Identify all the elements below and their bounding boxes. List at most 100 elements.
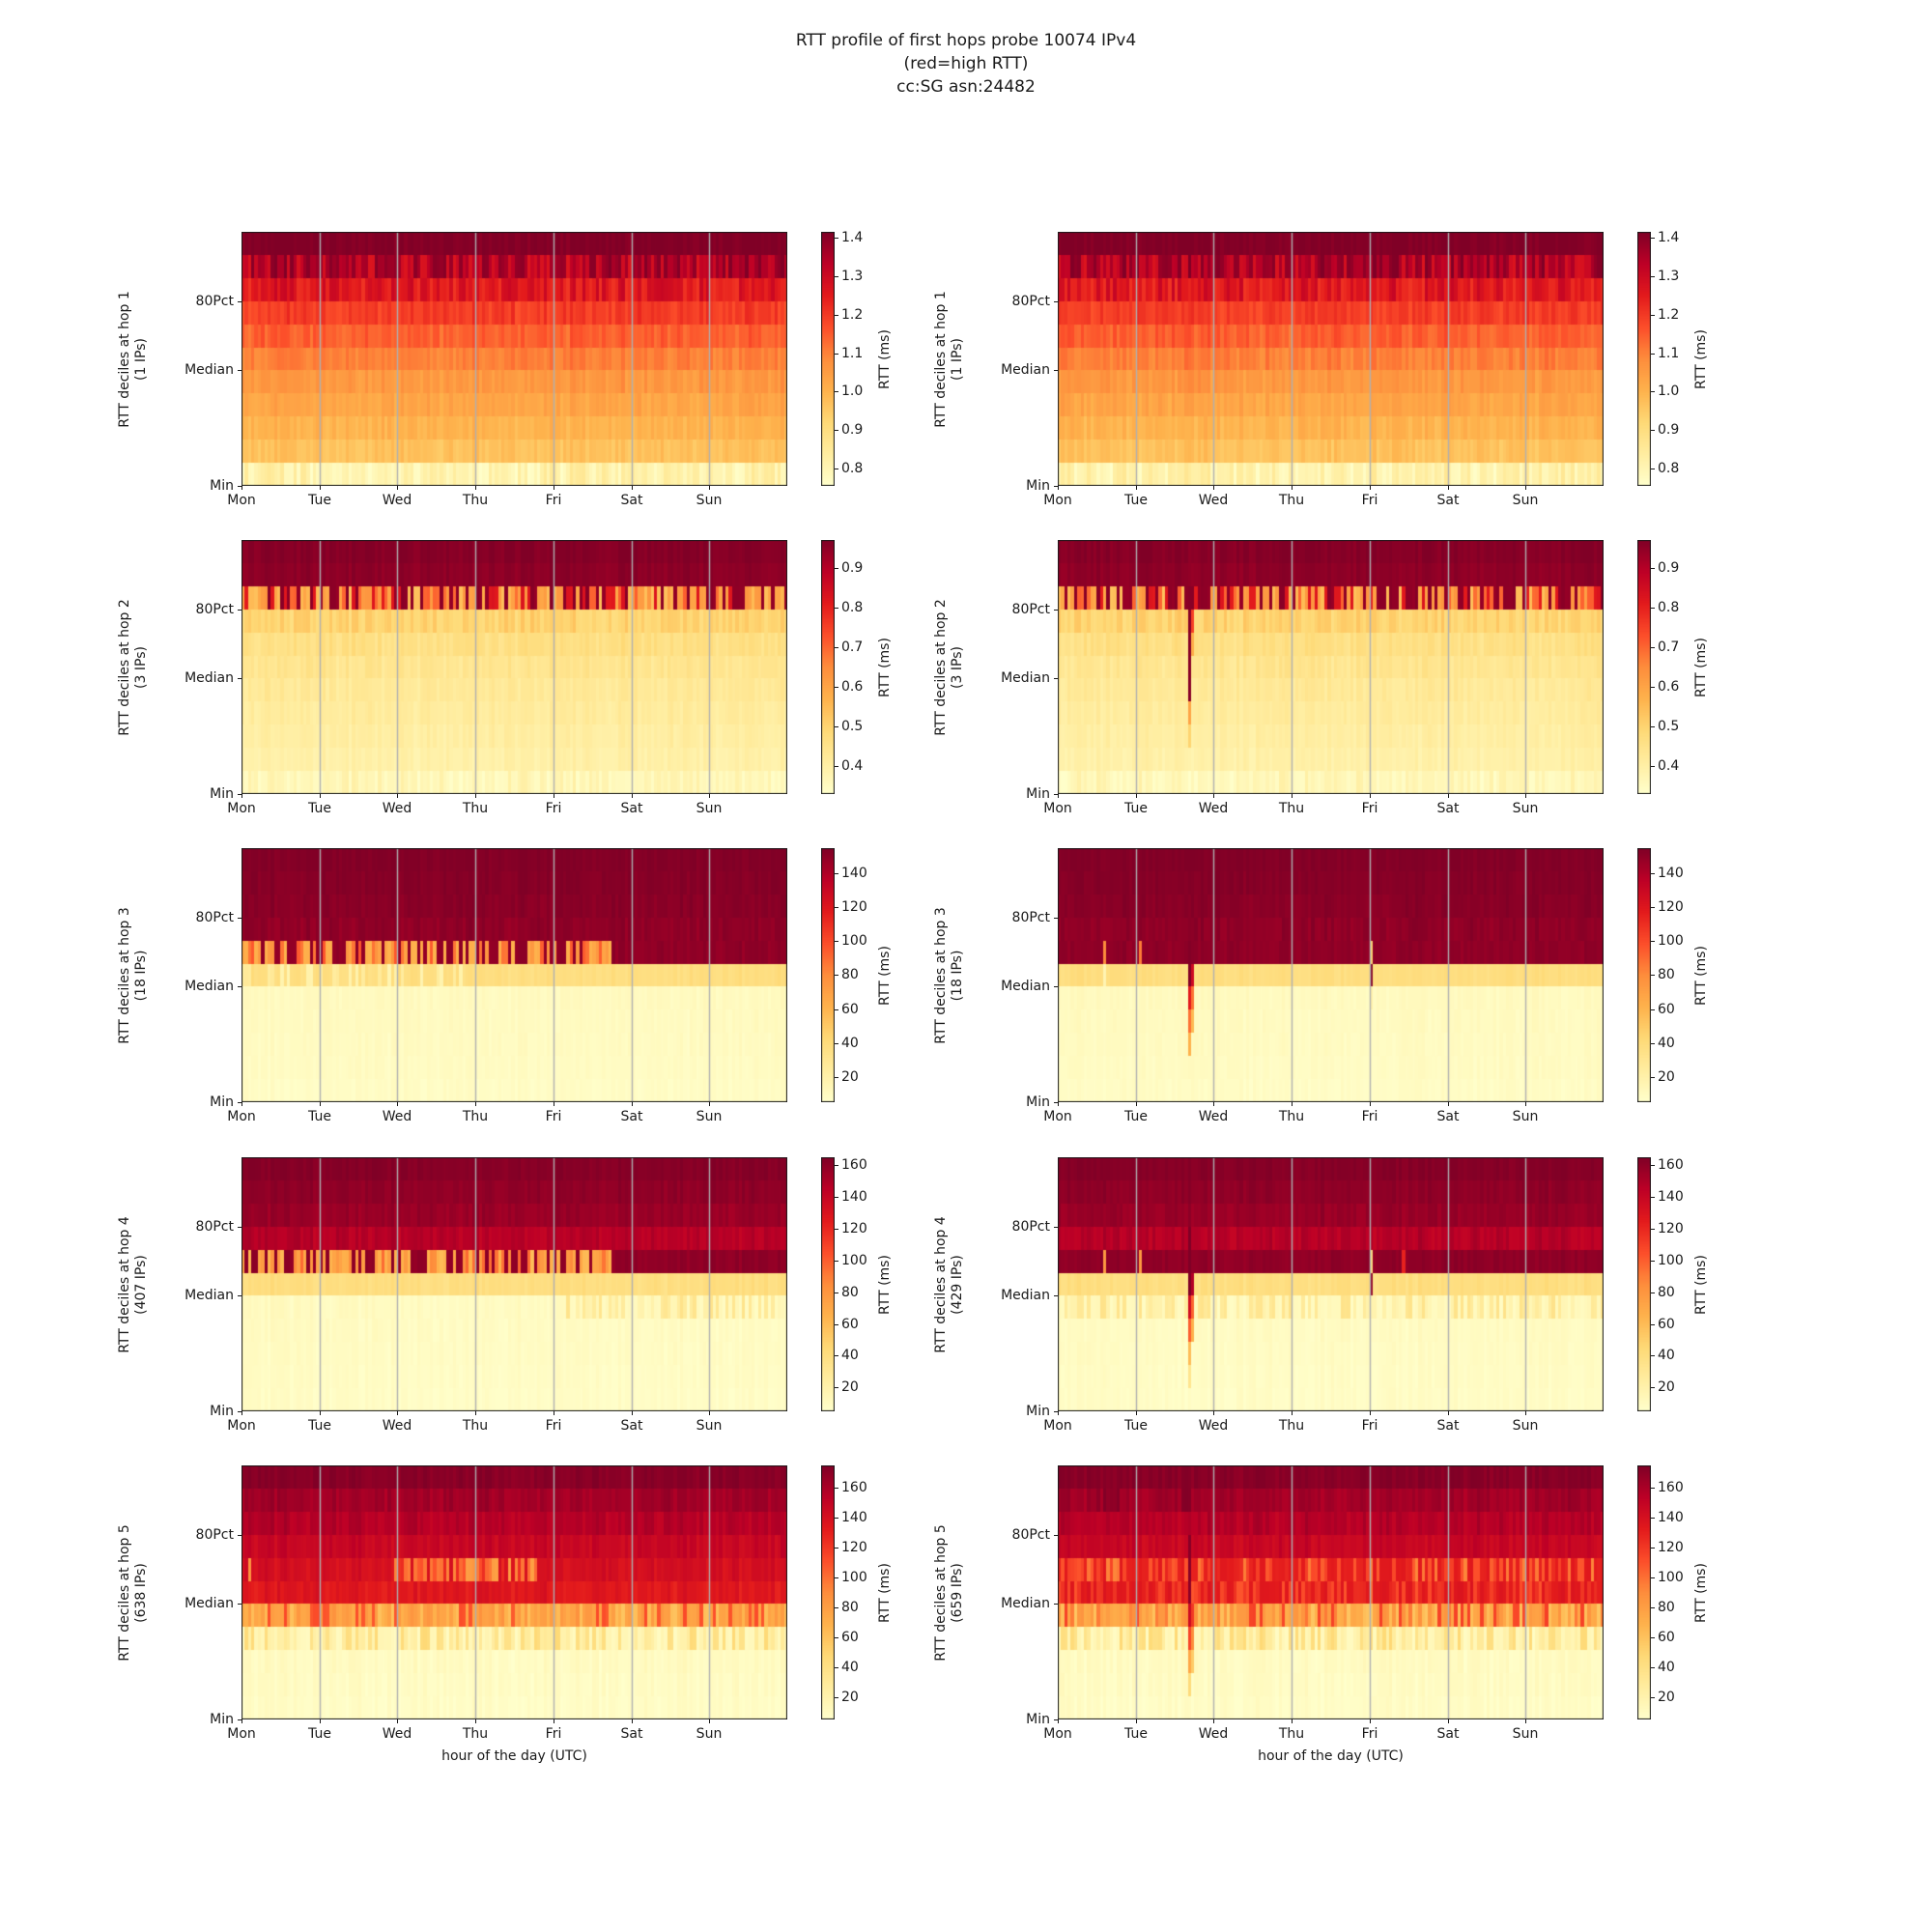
x-tick-mark <box>397 1411 398 1415</box>
colorbar-tick-mark <box>1651 1637 1655 1638</box>
heatmap-hop2-right <box>1058 540 1604 794</box>
colorbar-tick-label: 140 <box>841 1510 867 1525</box>
colorbar-tick-mark <box>1651 1697 1655 1698</box>
ylabel-ips-text: (18 IPs) <box>950 950 965 1001</box>
y-tick-label-80pct: 80Pct <box>1011 910 1050 925</box>
x-tick-mark <box>320 486 321 490</box>
colorbar-tick-label: 0.9 <box>1658 422 1680 438</box>
colorbar-tick-mark <box>835 1261 838 1262</box>
x-tick-label-sat: Sat <box>620 801 643 816</box>
x-tick-mark <box>1370 486 1371 490</box>
y-tick-label-median: Median <box>1001 362 1050 378</box>
colorbar-tick-label: 20 <box>841 1379 859 1395</box>
y-tick-mark <box>1054 486 1058 487</box>
x-tick-label-tue: Tue <box>1124 1726 1148 1742</box>
x-tick-label-fri: Fri <box>1361 801 1378 816</box>
x-tick-label-fri: Fri <box>1361 1726 1378 1742</box>
figure-title: RTT profile of first hops probe 10074 IP… <box>0 29 1932 99</box>
x-tick-label-wed: Wed <box>382 801 412 816</box>
colorbar-tick-label: 0.8 <box>1658 600 1680 615</box>
colorbar-tick-label: 0.9 <box>841 422 864 438</box>
x-tick-mark <box>1136 794 1137 798</box>
colorbar-tick-label: 80 <box>1658 1600 1675 1615</box>
colorbar-tick-label: 60 <box>841 1630 859 1645</box>
x-tick-mark <box>709 794 710 798</box>
colorbar-tick-label: 100 <box>841 1253 867 1268</box>
colorbar-tick-mark <box>835 391 838 392</box>
y-tick-label-min: Min <box>210 786 234 802</box>
y-tick-label-min: Min <box>210 1094 234 1110</box>
y-tick-mark <box>1054 918 1058 919</box>
colorbar-tick-label: 0.8 <box>1658 461 1680 476</box>
colorbar-tick-mark <box>835 568 838 569</box>
ylabel-text: RTT deciles at hop 2 <box>117 598 132 736</box>
colorbar-tick-label: 40 <box>841 1660 859 1675</box>
colorbar-tick-mark <box>1651 1043 1655 1044</box>
colorbar-tick-label: 120 <box>841 1221 867 1236</box>
heatmap-hop3-right <box>1058 848 1604 1102</box>
x-tick-mark <box>1058 1102 1059 1106</box>
colorbar-tick-mark <box>835 1165 838 1166</box>
y-tick-mark <box>238 370 242 371</box>
colorbar-label-hop1-left: RTT (ms) <box>877 328 893 389</box>
x-tick-mark <box>475 1102 476 1106</box>
colorbar-label-hop5-right: RTT (ms) <box>1693 1562 1709 1623</box>
colorbar-tick-label: 60 <box>1658 1317 1675 1332</box>
y-tick-mark <box>1054 1411 1058 1412</box>
x-tick-label-wed: Wed <box>1198 1109 1229 1124</box>
colorbar-tick-label: 0.7 <box>1658 639 1680 655</box>
x-tick-mark <box>632 1102 633 1106</box>
colorbar-tick-label: 0.9 <box>841 560 864 576</box>
colorbar-tick-label: 1.3 <box>1658 269 1680 284</box>
ylabel-hop3-right: RTT deciles at hop 3 (18 IPs) <box>933 907 966 1044</box>
x-tick-mark <box>632 794 633 798</box>
y-tick-mark <box>1054 1604 1058 1605</box>
colorbar-tick-mark <box>1651 1488 1655 1489</box>
x-tick-label-thu: Thu <box>462 1109 489 1124</box>
colorbar-tick-mark <box>835 1387 838 1388</box>
ylabel-text: RTT deciles at hop 5 <box>117 1523 132 1662</box>
colorbar-tick-label: 20 <box>841 1069 859 1085</box>
colorbar-tick-mark <box>1651 608 1655 609</box>
colorbar-tick-mark <box>835 1229 838 1230</box>
x-tick-label-mon: Mon <box>1043 493 1072 508</box>
colorbar-tick-label: 60 <box>841 1317 859 1332</box>
x-tick-label-fri: Fri <box>545 493 562 508</box>
x-tick-mark <box>1525 794 1526 798</box>
y-tick-label-median: Median <box>185 362 234 378</box>
colorbar-tick-label: 0.9 <box>1658 560 1680 576</box>
colorbar-tick-mark <box>1651 391 1655 392</box>
colorbar-tick-mark <box>1651 1387 1655 1388</box>
colorbar-tick-label: 100 <box>1658 933 1684 949</box>
x-tick-label-sun: Sun <box>1512 1726 1539 1742</box>
colorbar-tick-label: 120 <box>1658 899 1684 915</box>
colorbar-tick-label: 20 <box>1658 1069 1675 1085</box>
x-tick-label-mon: Mon <box>1043 1109 1072 1124</box>
ylabel-hop2-left: RTT deciles at hop 2 (3 IPs) <box>117 599 150 736</box>
colorbar-tick-label: 40 <box>1658 1348 1675 1363</box>
ylabel-text: RTT deciles at hop 3 <box>933 906 949 1044</box>
colorbar-tick-mark <box>1651 941 1655 942</box>
colorbar-tick-label: 80 <box>1658 1285 1675 1300</box>
colorbar-label-hop5-left: RTT (ms) <box>877 1562 893 1623</box>
ylabel-ips-text: (18 IPs) <box>133 950 149 1001</box>
ylabel-hop5-right: RTT deciles at hop 5 (659 IPs) <box>933 1524 966 1662</box>
x-tick-mark <box>320 1719 321 1723</box>
x-tick-mark <box>1292 486 1293 490</box>
x-tick-label-sat: Sat <box>620 493 643 508</box>
y-tick-mark <box>238 1102 242 1103</box>
colorbar-tick-label: 140 <box>1658 1510 1684 1525</box>
y-tick-mark <box>238 1719 242 1720</box>
heatmap-hop4-right <box>1058 1157 1604 1411</box>
x-tick-label-sun: Sun <box>696 1109 723 1124</box>
colorbar-tick-mark <box>1651 975 1655 976</box>
y-tick-mark <box>1054 610 1058 611</box>
colorbar-hop2-left <box>821 540 835 794</box>
y-tick-label-min: Min <box>210 1404 234 1419</box>
colorbar-tick-label: 120 <box>841 1540 867 1555</box>
x-tick-mark <box>1370 1719 1371 1723</box>
x-tick-mark <box>320 794 321 798</box>
x-tick-label-tue: Tue <box>1124 1109 1148 1124</box>
colorbar-tick-label: 80 <box>841 1285 859 1300</box>
x-tick-label-wed: Wed <box>382 1418 412 1434</box>
